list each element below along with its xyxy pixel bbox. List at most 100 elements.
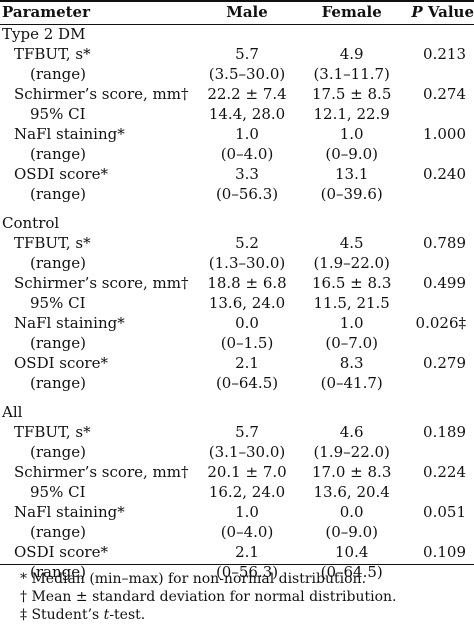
row-female-value: (1.9–22.0) <box>313 254 390 272</box>
row-female-value: 17.5 ± 8.5 <box>312 85 392 103</box>
table-bottom-rule <box>0 564 474 565</box>
row-male-value: (0–4.0) <box>220 523 274 541</box>
row-parameter: (range) <box>30 563 86 581</box>
row-female-value: (1.9–22.0) <box>313 443 390 461</box>
row-parameter: TFBUT, s* <box>14 423 91 441</box>
header-male: Male <box>226 3 268 21</box>
row-parameter: Schirmer’s score, mm† <box>14 85 189 103</box>
footnote-ttest-prefix: ‡ Student’s <box>20 607 104 623</box>
row-female-value: (0–39.6) <box>320 185 383 203</box>
table-row: (range) (3.1–30.0) (1.9–22.0) <box>0 442 474 462</box>
row-p-value: 0.213 <box>423 45 466 63</box>
group-spacer <box>0 393 474 402</box>
spacer-cell <box>0 204 474 213</box>
row-male-value: (0–4.0) <box>220 145 274 163</box>
footnote-ttest-suffix: -test. <box>109 607 146 623</box>
row-male-value: 2.1 <box>235 543 259 561</box>
row-parameter: (range) <box>30 185 86 203</box>
row-male-value: 13.6, 24.0 <box>208 294 286 312</box>
table-row: TFBUT, s* 5.2 4.5 0.789 <box>0 233 474 253</box>
footnote-ttest-italic: t <box>103 607 110 623</box>
row-female-value: (0–64.5) <box>320 563 383 581</box>
row-p-value: 0.224 <box>423 463 466 481</box>
table-row: NaFl staining* 0.0 1.0 0.026‡ <box>0 313 474 333</box>
table-header-rule <box>0 24 474 25</box>
row-male-value: 2.1 <box>235 354 259 372</box>
row-female-value: 13.1 <box>334 165 369 183</box>
row-female-value: (3.1–11.7) <box>313 65 390 83</box>
table-row: OSDI score* 2.1 10.4 0.109 <box>0 542 474 562</box>
row-parameter: (range) <box>30 65 86 83</box>
table-row: OSDI score* 2.1 8.3 0.279 <box>0 353 474 373</box>
row-p-value: 0.240 <box>423 165 466 183</box>
table-row: Schirmer’s score, mm† 18.8 ± 6.8 16.5 ± 8.… <box>0 273 474 293</box>
group-spacer <box>0 204 474 213</box>
row-male-value: 0.0 <box>235 314 259 332</box>
row-p-value <box>398 64 474 84</box>
row-parameter: NaFl staining* <box>14 125 125 143</box>
table-row: Schirmer’s score, mm† 20.1 ± 7.0 17.0 ± 8.… <box>0 462 474 482</box>
header-female: Female <box>321 3 382 21</box>
table-body: Type 2 DM TFBUT, s* 5.7 4.9 0.213 (range) (3.5… <box>0 24 474 582</box>
row-p-value: 0.051 <box>423 503 466 521</box>
row-parameter: (range) <box>30 374 86 392</box>
row-male-value: 5.7 <box>235 45 259 63</box>
row-male-value: (0–56.3) <box>215 563 279 581</box>
row-p-value <box>398 293 474 313</box>
group-label: All <box>2 403 23 421</box>
row-male-value: (0–64.5) <box>215 374 279 392</box>
row-parameter: NaFl staining* <box>14 314 125 332</box>
table-top-rule <box>0 0 474 2</box>
table-row: Schirmer’s score, mm† 22.2 ± 7.4 17.5 ± 8.… <box>0 84 474 104</box>
header-row: Parameter Male Female P Value <box>0 0 474 24</box>
row-p-value: 1.000 <box>423 125 466 143</box>
footnote-median: * Median (min–max) for non-normal distri… <box>20 571 367 587</box>
header-parameter: Parameter <box>2 3 91 21</box>
row-female-value: 1.0 <box>339 314 364 332</box>
row-p-value <box>398 104 474 124</box>
row-parameter: TFBUT, s* <box>14 234 91 252</box>
row-parameter: (range) <box>30 334 86 352</box>
header-p-value: P Value <box>398 0 474 24</box>
table-row: (range) (0–4.0) (0–9.0) <box>0 522 474 542</box>
row-p-value <box>398 144 474 164</box>
table-row: (range) (3.5–30.0) (3.1–11.7) <box>0 64 474 84</box>
row-parameter: TFBUT, s* <box>14 45 91 63</box>
row-parameter: 95% CI <box>30 483 86 501</box>
row-male-value: 1.0 <box>235 125 259 143</box>
row-male-value: 20.1 ± 7.0 <box>207 463 287 481</box>
footnote-mean: † Mean ± standard deviation for normal d… <box>20 589 397 605</box>
row-parameter: Schirmer’s score, mm† <box>14 463 189 481</box>
row-p-value <box>398 184 474 204</box>
row-parameter: OSDI score* <box>14 165 108 183</box>
row-female-value: 1.0 <box>339 125 364 143</box>
row-p-value <box>398 253 474 273</box>
row-parameter: (range) <box>30 145 86 163</box>
row-male-value: 5.7 <box>235 423 259 441</box>
row-male-value: (1.3–30.0) <box>208 254 286 272</box>
row-parameter: NaFl staining* <box>14 503 125 521</box>
table-row: 95% CI 14.4, 28.0 12.1, 22.9 <box>0 104 474 124</box>
row-parameter: 95% CI <box>30 294 86 312</box>
row-p-value: 0.499 <box>423 274 466 292</box>
table-row: (range) (0–64.5) (0–41.7) <box>0 373 474 393</box>
row-parameter: (range) <box>30 443 86 461</box>
row-p-value: 0.189 <box>423 423 466 441</box>
row-female-value: 10.4 <box>334 543 369 561</box>
footnotes: * Median (min–max) for non-normal distri… <box>0 570 474 624</box>
row-male-value: (3.1–30.0) <box>208 443 286 461</box>
row-female-value: 11.5, 21.5 <box>313 294 390 312</box>
row-male-value: 22.2 ± 7.4 <box>207 85 287 103</box>
row-male-value: (0–56.3) <box>215 185 279 203</box>
row-male-value: (3.5–30.0) <box>208 65 286 83</box>
row-parameter: (range) <box>30 254 86 272</box>
table-row: NaFl staining* 1.0 0.0 0.051 <box>0 502 474 522</box>
table-row: (range) (0–4.0) (0–9.0) <box>0 144 474 164</box>
row-female-value: 8.3 <box>339 354 364 372</box>
table-row: TFBUT, s* 5.7 4.6 0.189 <box>0 422 474 442</box>
table-row: OSDI score* 3.3 13.1 0.240 <box>0 164 474 184</box>
row-female-value: 13.6, 20.4 <box>313 483 390 501</box>
row-p-value <box>398 442 474 462</box>
row-p-value: 0.279 <box>423 354 466 372</box>
footnote-ttest: ‡ Student’s t-test. <box>0 606 474 624</box>
